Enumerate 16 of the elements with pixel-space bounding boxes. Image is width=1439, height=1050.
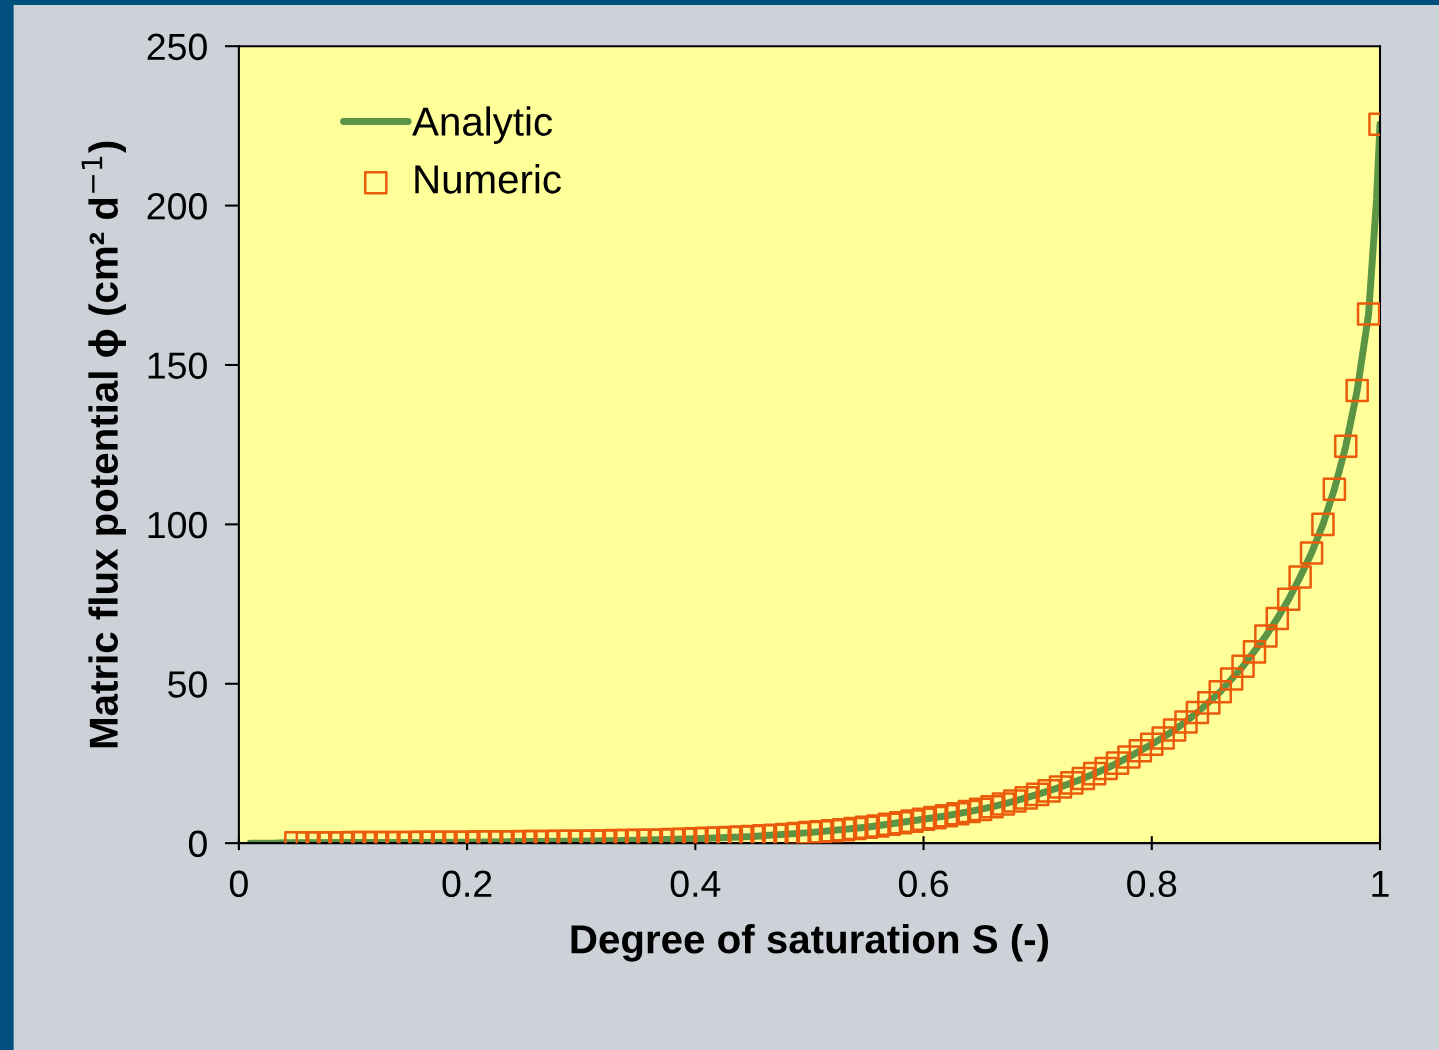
y-tick-label: 50 [168,671,207,698]
x-tick-label: 1 [1372,870,1389,897]
x-tick-label: 0.8 [1127,870,1177,898]
y-tick-label: 150 [148,352,207,379]
x-axis-title: Degree of saturation S (-) [571,923,1049,962]
x-tick-label: 0 [229,870,248,898]
legend-label: Analytic [412,106,553,144]
x-tick-label: 0.2 [442,870,492,898]
y-tick-label: 200 [147,192,207,220]
y-tick-label: 0 [188,830,207,858]
x-tick-label: 0.4 [670,870,721,898]
x-tick-label: 0.6 [898,870,948,898]
y-tick-label: 100 [148,511,207,539]
y-axis-title: Matric flux potential ϕ (cm² d$^{−1}$) [81,141,126,748]
legend-label: Numeric [415,164,561,194]
y-tick-label: 250 [147,33,207,61]
